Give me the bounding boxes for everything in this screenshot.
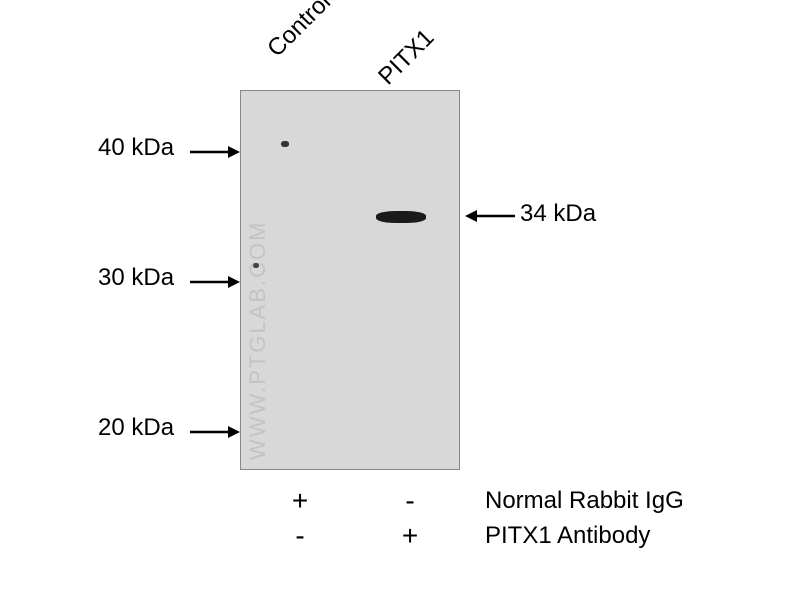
- lane-label-control: Control IgG: [262, 0, 369, 63]
- arrow-right-icon: [190, 274, 240, 290]
- blot-membrane: [240, 90, 460, 470]
- condition-symbol: -: [355, 485, 465, 517]
- arrow-left-icon: [465, 208, 515, 224]
- blot-band-pitx1: [376, 211, 426, 223]
- condition-label: PITX1 Antibody: [485, 522, 650, 550]
- blot-speck: [281, 141, 289, 147]
- condition-row-pitx1-antibody: - + PITX1 Antibody: [245, 520, 650, 552]
- condition-row-rabbit-igg: + - Normal Rabbit IgG: [245, 485, 684, 517]
- lane-label-pitx1: PITX1: [373, 24, 440, 91]
- mw-marker-20: 20 kDa: [98, 414, 174, 442]
- mw-marker-40: 40 kDa: [98, 134, 174, 162]
- condition-symbol: +: [245, 485, 355, 517]
- arrow-right-icon: [190, 424, 240, 440]
- detected-band-label: 34 kDa: [520, 200, 596, 228]
- condition-label: Normal Rabbit IgG: [485, 487, 684, 515]
- figure-container: Control IgG PITX1 WWW.PTGLAB.COM 40 kDa …: [0, 0, 800, 600]
- mw-marker-30: 30 kDa: [98, 264, 174, 292]
- arrow-right-icon: [190, 144, 240, 160]
- condition-symbol: +: [355, 520, 465, 552]
- watermark-text: WWW.PTGLAB.COM: [245, 221, 271, 460]
- condition-symbol: -: [245, 520, 355, 552]
